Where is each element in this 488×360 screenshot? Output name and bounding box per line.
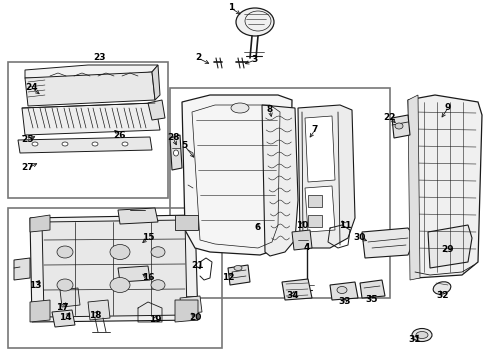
Text: 10: 10 xyxy=(295,220,307,230)
Polygon shape xyxy=(175,215,198,230)
Ellipse shape xyxy=(110,278,130,292)
Polygon shape xyxy=(307,215,321,227)
Text: 12: 12 xyxy=(221,274,234,283)
Ellipse shape xyxy=(92,142,98,146)
Polygon shape xyxy=(25,65,158,78)
Text: 24: 24 xyxy=(26,84,38,93)
Polygon shape xyxy=(391,115,409,138)
Polygon shape xyxy=(52,310,75,327)
Text: 26: 26 xyxy=(114,130,126,139)
Ellipse shape xyxy=(32,142,38,146)
Text: 20: 20 xyxy=(188,314,201,323)
Text: 6: 6 xyxy=(254,224,261,233)
Text: 15: 15 xyxy=(142,234,154,243)
Polygon shape xyxy=(180,296,202,314)
Text: 34: 34 xyxy=(286,291,299,300)
Ellipse shape xyxy=(57,279,73,291)
Polygon shape xyxy=(118,266,150,282)
Polygon shape xyxy=(262,105,297,256)
Polygon shape xyxy=(60,288,80,307)
Text: 14: 14 xyxy=(59,314,71,323)
Text: 28: 28 xyxy=(166,134,179,143)
Text: 9: 9 xyxy=(444,104,450,112)
Text: 19: 19 xyxy=(148,315,161,324)
Text: 2: 2 xyxy=(195,54,201,63)
Polygon shape xyxy=(18,137,152,153)
Ellipse shape xyxy=(151,280,164,290)
Polygon shape xyxy=(170,135,182,170)
Polygon shape xyxy=(282,279,311,300)
Text: 29: 29 xyxy=(441,246,453,255)
Polygon shape xyxy=(407,95,419,280)
Polygon shape xyxy=(305,186,334,232)
Polygon shape xyxy=(152,65,160,100)
Polygon shape xyxy=(148,100,164,120)
Ellipse shape xyxy=(173,150,178,156)
Text: 33: 33 xyxy=(338,297,350,306)
Polygon shape xyxy=(30,215,50,232)
Polygon shape xyxy=(361,228,414,258)
Text: 32: 32 xyxy=(436,291,448,300)
Text: 4: 4 xyxy=(303,243,309,252)
Polygon shape xyxy=(25,72,155,106)
Text: 25: 25 xyxy=(21,135,34,144)
Text: 31: 31 xyxy=(408,336,420,345)
Polygon shape xyxy=(359,280,384,298)
Ellipse shape xyxy=(122,142,128,146)
Polygon shape xyxy=(14,258,30,280)
Ellipse shape xyxy=(230,103,248,113)
Ellipse shape xyxy=(411,328,431,342)
Ellipse shape xyxy=(432,282,450,294)
Polygon shape xyxy=(291,230,311,250)
Text: 5: 5 xyxy=(181,140,187,149)
Text: 18: 18 xyxy=(88,310,101,320)
Text: 17: 17 xyxy=(56,303,68,312)
Text: 27: 27 xyxy=(21,163,34,172)
Polygon shape xyxy=(175,300,198,322)
Ellipse shape xyxy=(57,246,73,258)
Text: 16: 16 xyxy=(142,274,154,283)
Ellipse shape xyxy=(110,244,130,260)
Ellipse shape xyxy=(394,123,402,129)
Ellipse shape xyxy=(336,287,346,293)
Polygon shape xyxy=(427,225,471,268)
Text: 8: 8 xyxy=(266,105,273,114)
Text: 13: 13 xyxy=(29,280,41,289)
Ellipse shape xyxy=(151,247,164,257)
Ellipse shape xyxy=(415,332,427,338)
Text: 11: 11 xyxy=(338,220,350,230)
Ellipse shape xyxy=(234,266,242,270)
Polygon shape xyxy=(22,103,160,135)
Text: 23: 23 xyxy=(94,54,106,63)
Text: 21: 21 xyxy=(191,261,204,270)
Text: 22: 22 xyxy=(383,113,395,122)
Polygon shape xyxy=(407,95,481,278)
Polygon shape xyxy=(42,220,186,317)
Polygon shape xyxy=(182,95,291,255)
Polygon shape xyxy=(88,300,110,320)
Text: 3: 3 xyxy=(251,55,258,64)
Text: 35: 35 xyxy=(365,296,378,305)
Polygon shape xyxy=(329,282,357,300)
Ellipse shape xyxy=(236,8,273,36)
Text: 7: 7 xyxy=(311,126,318,135)
Polygon shape xyxy=(307,195,321,207)
Polygon shape xyxy=(305,116,334,182)
Polygon shape xyxy=(297,105,354,248)
Polygon shape xyxy=(30,215,198,322)
Text: 30: 30 xyxy=(353,234,366,243)
Polygon shape xyxy=(118,208,158,224)
Polygon shape xyxy=(227,265,249,285)
Ellipse shape xyxy=(62,142,68,146)
Text: 1: 1 xyxy=(227,4,234,13)
Polygon shape xyxy=(30,300,50,322)
